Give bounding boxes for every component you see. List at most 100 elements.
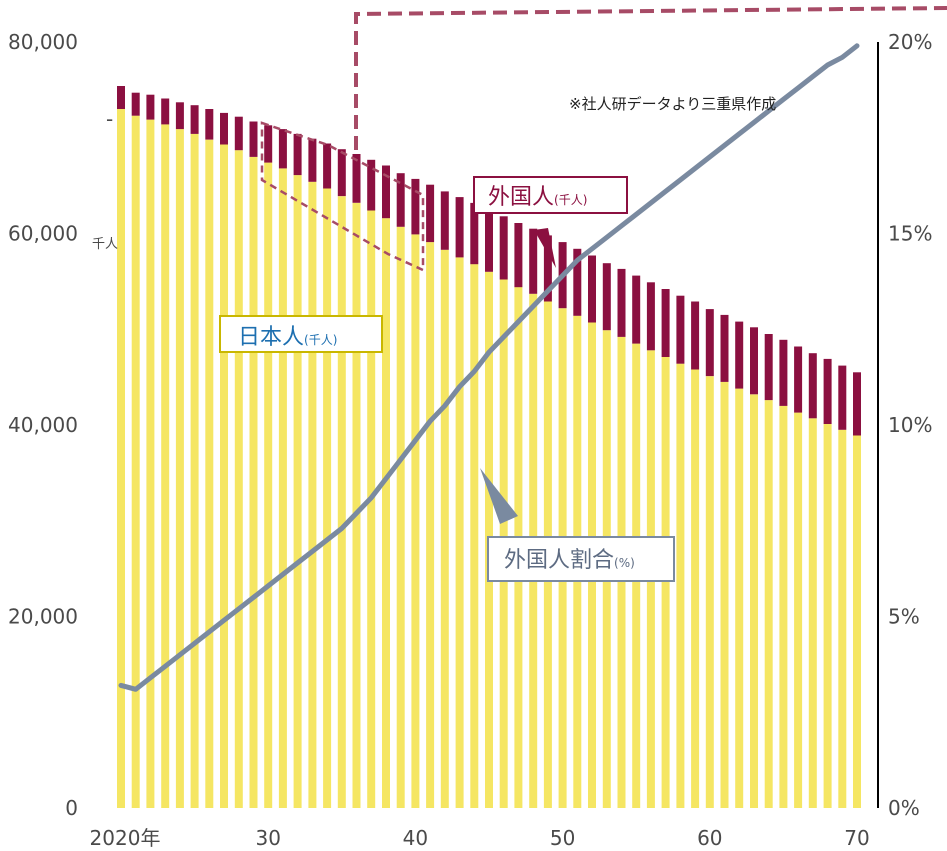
- bar-japanese-2024: [175, 129, 184, 809]
- bar-foreign-2025: [190, 105, 199, 134]
- foreign-label: 外国人(千人): [488, 185, 587, 210]
- bar-foreign-2058: [676, 295, 685, 364]
- bar-japanese-2028: [234, 150, 243, 808]
- bar-japanese-2036: [352, 202, 361, 808]
- bar-foreign-2067: [808, 353, 817, 419]
- bar-japanese-2065: [779, 405, 788, 808]
- bar-foreign-2051: [573, 248, 582, 316]
- bar-japanese-2030: [264, 162, 273, 809]
- bar-foreign-2042: [440, 191, 449, 250]
- bar-foreign-2030: [264, 125, 273, 163]
- bar-foreign-2026: [205, 109, 214, 140]
- highlight-connector-line: [354, 6, 947, 150]
- stray-mark: -: [106, 107, 113, 131]
- bar-foreign-2039: [396, 173, 405, 227]
- ratio-label-box: [487, 536, 675, 582]
- x-tick-label: 60: [697, 826, 722, 850]
- bar-foreign-2062: [735, 321, 744, 389]
- bar-foreign-2070: [853, 372, 861, 436]
- bar-foreign-2037: [367, 159, 376, 211]
- ratio-label: 外国人割合(%): [504, 548, 635, 573]
- bar-japanese-2021: [131, 115, 140, 808]
- bar-japanese-2061: [720, 381, 729, 808]
- bar-japanese-2040: [411, 234, 420, 808]
- bar-foreign-2032: [293, 133, 302, 176]
- bar-japanese-2059: [691, 369, 700, 808]
- japanese-label: 日本人(千人): [238, 325, 337, 350]
- bar-foreign-2040: [411, 178, 420, 235]
- axis-ticks: 0 20,000 40,000 60,000 80,000 0% 5% 10% 15% 20% 20…: [8, 30, 932, 850]
- bar-foreign-2059: [691, 301, 700, 370]
- bar-foreign-2034: [323, 143, 332, 189]
- bar-foreign-2023: [161, 98, 170, 125]
- left-tick-label: 80,000: [8, 30, 78, 54]
- x-tick-label: 70: [844, 826, 869, 850]
- japanese-label-main: 日本人: [238, 325, 304, 350]
- bar-foreign-2041: [426, 184, 435, 243]
- left-tick-label: 20,000: [8, 605, 78, 629]
- bar-foreign-2047: [514, 223, 523, 288]
- bar-foreign-2022: [146, 94, 155, 120]
- bar-japanese-2022: [146, 119, 155, 809]
- x-tick-label: 40: [403, 826, 428, 850]
- bar-foreign-2036: [352, 154, 361, 203]
- bar-japanese-2038: [382, 218, 390, 808]
- foreign-label-sub: (千人): [554, 193, 587, 207]
- bar-foreign-2045: [485, 209, 493, 272]
- bar-japanese-2044: [470, 264, 479, 809]
- foreign-label-main: 外国人: [488, 185, 554, 210]
- bar-japanese-2027: [220, 144, 228, 808]
- left-tick-label: 40,000: [8, 413, 78, 437]
- bar-foreign-2038: [382, 165, 390, 219]
- bar-foreign-2054: [617, 268, 626, 337]
- ratio-label-sub: (%): [614, 556, 635, 570]
- right-tick-label: 15%: [888, 222, 932, 246]
- x-tick-label: 30: [255, 826, 280, 850]
- bar-foreign-2057: [661, 289, 670, 357]
- bar-japanese-2033: [308, 181, 317, 809]
- left-axis-unit: 千人: [92, 237, 118, 252]
- bar-foreign-2033: [308, 138, 317, 182]
- bar-foreign-2028: [234, 116, 243, 151]
- bar-foreign-2048: [529, 228, 538, 294]
- bar-foreign-2055: [632, 275, 641, 344]
- bar-foreign-2052: [588, 255, 596, 323]
- bar-japanese-2070: [853, 435, 861, 808]
- bar-foreign-2043: [455, 197, 464, 258]
- bar-japanese-2067: [808, 418, 817, 808]
- bar-foreign-2020: [117, 86, 125, 109]
- bar-foreign-2065: [779, 339, 788, 406]
- bar-foreign-2066: [794, 346, 803, 413]
- bar-japanese-2039: [396, 226, 405, 809]
- x-tick-label: 50: [550, 826, 575, 850]
- bar-japanese-2025: [190, 133, 199, 808]
- highlight-dashed-outline: [260, 121, 425, 272]
- bar-japanese-2058: [676, 363, 685, 808]
- bar-foreign-2024: [175, 102, 184, 130]
- bar-foreign-2046: [499, 216, 508, 280]
- bar-foreign-2021: [131, 92, 140, 116]
- right-tick-label: 0%: [888, 796, 920, 820]
- bar-japanese-2042: [440, 249, 449, 809]
- source-note: ※社人研データより三重県作成: [569, 95, 776, 113]
- bar-foreign-2035: [337, 149, 346, 197]
- bar-foreign-2069: [838, 365, 847, 430]
- bar-foreign-2060: [705, 309, 714, 377]
- bar-foreign-2061: [720, 314, 729, 382]
- bar-japanese-2023: [161, 124, 170, 809]
- foreign-label-box: [473, 176, 628, 214]
- right-tick-label: 20%: [888, 30, 932, 54]
- ratio-label-main: 外国人割合: [504, 548, 614, 573]
- left-tick-label: 0: [65, 796, 78, 820]
- bar-foreign-2064: [764, 334, 773, 401]
- bar-japanese-2037: [367, 210, 376, 808]
- bar-japanese-2062: [735, 388, 744, 808]
- ratio-label-pointer: [480, 468, 518, 524]
- bar-foreign-2063: [750, 327, 758, 395]
- bar-japanese-2068: [823, 424, 832, 808]
- left-tick-label: 60,000: [8, 222, 78, 246]
- bar-foreign-2068: [823, 358, 832, 424]
- bar-japanese-2032: [293, 175, 302, 809]
- bar-japanese-2041: [426, 242, 435, 809]
